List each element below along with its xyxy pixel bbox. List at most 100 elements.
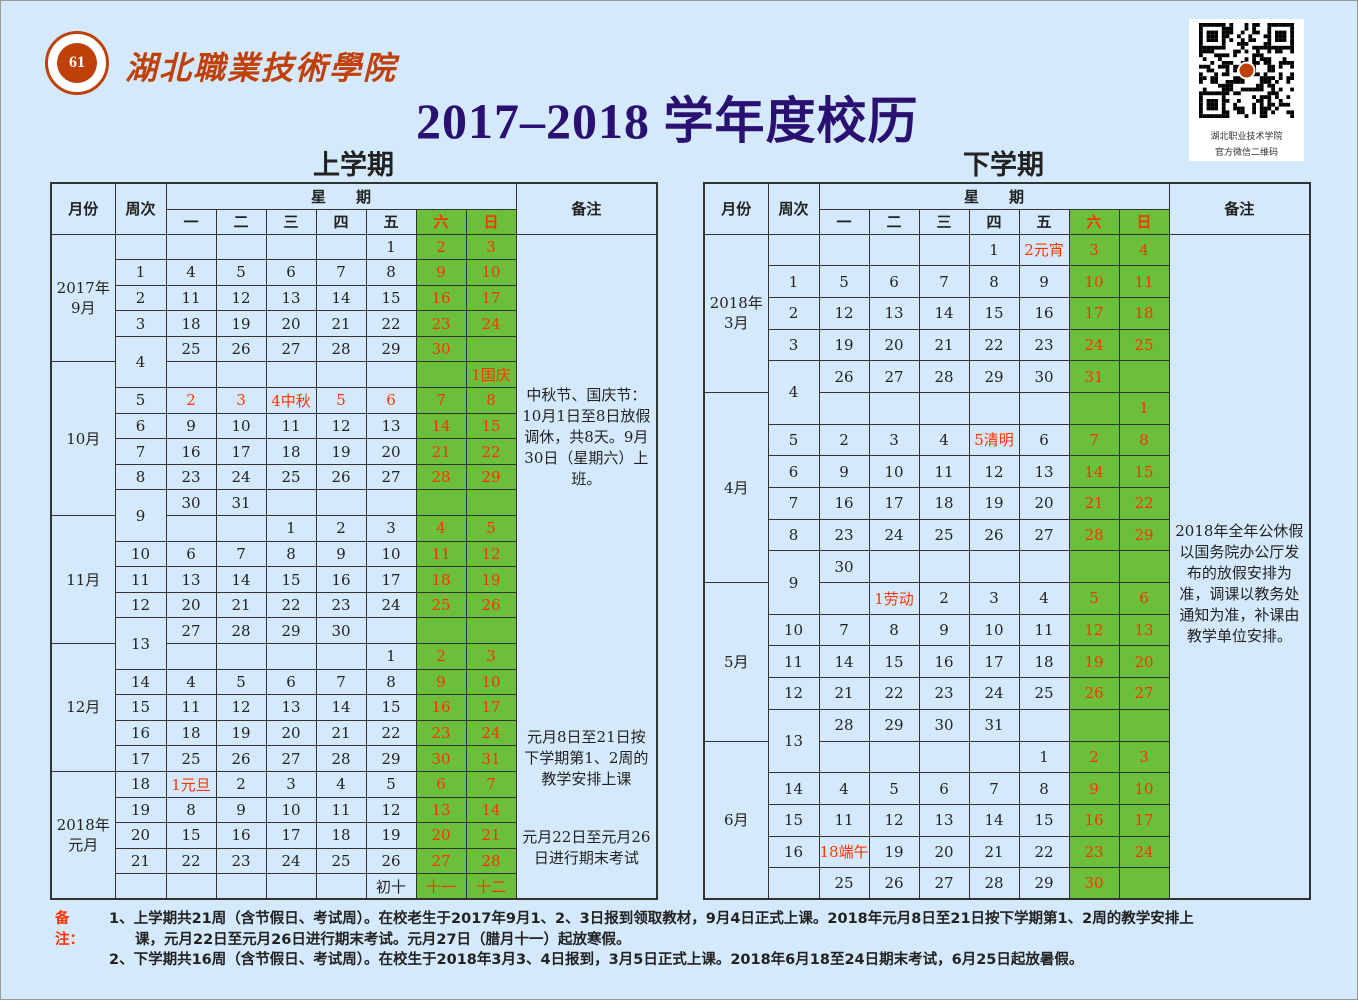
day-cell: 7 bbox=[1068, 423, 1120, 457]
month-cell: 5月 bbox=[703, 582, 769, 742]
day-cell bbox=[968, 391, 1020, 425]
day-cell: 26 bbox=[465, 591, 517, 619]
day-cell: 4 bbox=[165, 259, 217, 286]
day-header: 三 bbox=[265, 208, 317, 235]
day-cell: 14 bbox=[968, 803, 1020, 837]
day-cell: 6 bbox=[265, 668, 317, 696]
week-number: 13 bbox=[114, 617, 167, 670]
day-cell: 11 bbox=[818, 803, 870, 837]
day-cell: 19 bbox=[465, 566, 517, 593]
day-cell: 7 bbox=[415, 387, 467, 414]
day-cell bbox=[165, 643, 217, 670]
day-cell: 28 bbox=[818, 708, 870, 742]
day-cell: 17 bbox=[465, 694, 517, 721]
school-name: 湖北職業技術學院 bbox=[125, 49, 398, 87]
week-number: 6 bbox=[114, 412, 167, 440]
day-cell: 27 bbox=[1118, 677, 1170, 710]
week-row: 14 4 5 6 7 8 9 10 bbox=[704, 772, 1310, 805]
day-cell: 1国庆 bbox=[465, 361, 517, 389]
day-cell: 1劳动 bbox=[868, 582, 920, 615]
day-cell bbox=[315, 489, 367, 517]
day-cell: 8 bbox=[365, 668, 417, 696]
day-cell bbox=[265, 873, 317, 900]
day-cell: 4中秋 bbox=[265, 387, 317, 414]
day-cell: 22 bbox=[1118, 487, 1170, 520]
day-cell: 18 bbox=[165, 310, 217, 337]
day-cell: 27 bbox=[165, 617, 217, 644]
day-cell: 11 bbox=[415, 540, 467, 568]
day-cell: 13 bbox=[365, 412, 417, 440]
week-row: 16 18端午 19 20 21 22 23 24 bbox=[704, 835, 1310, 869]
day-cell: 18 bbox=[265, 438, 317, 465]
day-cell: 5清明 bbox=[968, 423, 1020, 457]
week-number bbox=[767, 233, 820, 267]
day-cell: 17 bbox=[465, 284, 517, 312]
day-cell: 26 bbox=[968, 518, 1020, 552]
day-cell: 15 bbox=[1018, 803, 1070, 837]
day-cell bbox=[968, 740, 1020, 774]
day-cell: 20 bbox=[1018, 487, 1070, 520]
week-number: 15 bbox=[114, 694, 167, 721]
day-cell bbox=[918, 550, 970, 584]
day-cell: 22 bbox=[465, 438, 517, 465]
day-cell: 20 bbox=[918, 835, 970, 869]
week-number: 5 bbox=[114, 387, 167, 414]
week-row: 8 23 24 25 26 27 28 29 bbox=[704, 518, 1310, 552]
day-cell: 21 bbox=[215, 591, 267, 619]
day-cell: 13 bbox=[918, 803, 970, 837]
day-cell bbox=[918, 740, 970, 774]
day-cell: 6 bbox=[165, 540, 217, 568]
day-cell: 10 bbox=[968, 613, 1020, 647]
day-cell: 22 bbox=[365, 310, 417, 337]
day-cell: 13 bbox=[415, 796, 467, 824]
note-2: 2、下学期共16周（含节假日、考试周）。在校生于2018年3月3、4日报到，3月… bbox=[109, 952, 1084, 968]
day-cell: 27 bbox=[918, 867, 970, 900]
day-cell bbox=[1118, 360, 1170, 393]
week-number: 3 bbox=[114, 310, 167, 337]
day-cell bbox=[465, 617, 517, 644]
day-cell: 15 bbox=[968, 296, 1020, 330]
day-cell: 22 bbox=[265, 591, 317, 619]
week-row: 4 25 26 27 28 29 30 bbox=[51, 335, 657, 389]
day-cell: 8 bbox=[968, 265, 1020, 298]
day-cell bbox=[868, 740, 920, 774]
week-row: 19 8 9 10 11 12 13 14 bbox=[51, 796, 657, 824]
day-cell bbox=[165, 361, 217, 389]
week-number: 4 bbox=[114, 335, 167, 389]
day-cell: 17 bbox=[968, 645, 1020, 679]
week-row: 12 21 22 23 24 25 26 27 bbox=[704, 677, 1310, 710]
week-row: 6 9 10 11 12 13 14 15 bbox=[51, 412, 657, 440]
day-cell: 17 bbox=[868, 487, 920, 520]
day-cell: 26 bbox=[215, 745, 267, 772]
week-number: 19 bbox=[114, 796, 167, 824]
day-cell: 15 bbox=[465, 412, 517, 440]
day-cell: 11 bbox=[1118, 265, 1170, 298]
day-cell bbox=[215, 873, 267, 900]
month-cell: 2018年 元月 bbox=[50, 770, 116, 900]
day-header: 四 bbox=[315, 208, 367, 235]
day-cell: 十二 bbox=[465, 873, 517, 900]
day-cell: 20 bbox=[265, 719, 317, 747]
day-cell: 10 bbox=[465, 259, 517, 286]
day-cell: 24 bbox=[215, 463, 267, 491]
day-cell bbox=[215, 361, 267, 389]
week-header: 周次 bbox=[114, 182, 167, 235]
page-title: 2017–2018 学年度校历 bbox=[416, 93, 919, 149]
day-cell: 8 bbox=[265, 540, 317, 568]
day-cell: 12 bbox=[1068, 613, 1120, 647]
day-cell: 23 bbox=[415, 310, 467, 337]
week-header: 周次 bbox=[767, 182, 820, 235]
day-cell: 14 bbox=[465, 796, 517, 824]
day-cell: 13 bbox=[265, 284, 317, 312]
weekday-header: 星 期 bbox=[165, 182, 517, 210]
day-cell bbox=[315, 361, 367, 389]
day-header: 一 bbox=[165, 208, 217, 235]
day-cell bbox=[1068, 550, 1120, 584]
day-header: 六 bbox=[415, 208, 467, 235]
day-header: 四 bbox=[968, 208, 1020, 235]
week-row: 5 2 3 4中秋 5 6 7 8 bbox=[51, 387, 657, 414]
day-cell: 3 bbox=[968, 582, 1020, 615]
day-cell: 23 bbox=[1068, 835, 1120, 869]
day-cell: 3 bbox=[265, 770, 317, 798]
day-cell: 19 bbox=[315, 438, 367, 465]
